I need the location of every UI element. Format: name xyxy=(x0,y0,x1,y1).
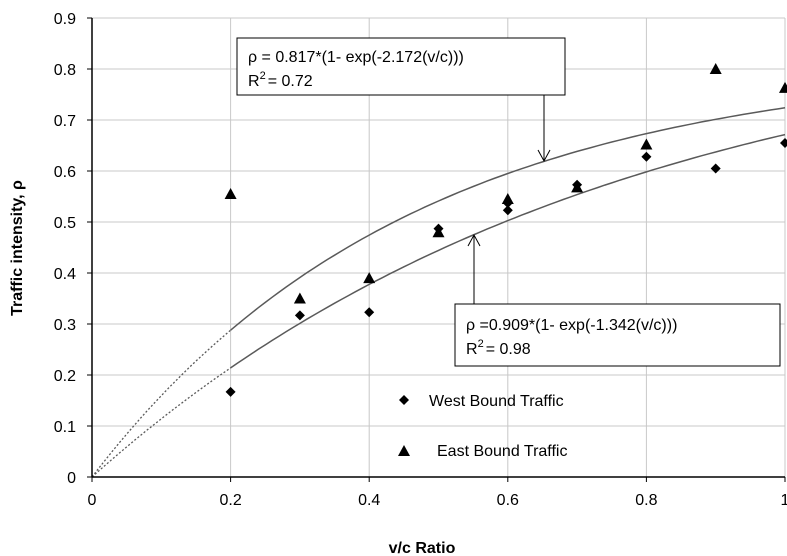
east-bound-point xyxy=(640,138,653,150)
west-bound-point xyxy=(294,310,305,321)
west-bound-point xyxy=(780,137,787,148)
west-bound-point xyxy=(710,163,721,174)
x-tick-label: 0.8 xyxy=(635,492,657,509)
x-axis-title: v/c Ratio xyxy=(389,540,456,556)
west-bound-point xyxy=(641,151,652,162)
west-bound-point xyxy=(502,205,513,216)
fit-1-equation: ρ = 0.817*(1- exp(-2.172(v/c))) xyxy=(248,49,464,66)
data-points xyxy=(224,63,787,397)
fit-annotation-2: ρ =0.909*(1- exp(-1.342(v/c))) R2 = 0.98 xyxy=(454,233,781,367)
legend-west-label: West Bound Traffic xyxy=(429,393,564,410)
y-axis-title: Traffic intensity, ρ xyxy=(9,180,26,316)
east-bound-point xyxy=(571,181,584,193)
fit-annotation-2-box xyxy=(454,303,781,367)
fit-2-r2: R2 = 0.98 xyxy=(466,338,531,358)
y-tick-label: 0.2 xyxy=(54,368,76,385)
y-tick-label: 0.1 xyxy=(54,419,76,436)
east-bound-point xyxy=(501,193,514,205)
x-tick-label: 0.6 xyxy=(497,492,519,509)
fit-curve-1 xyxy=(230,107,786,331)
x-tick-labels: 0 0.2 0.4 0.6 0.8 1 xyxy=(88,477,787,509)
fit-curves xyxy=(91,107,786,478)
east-bound-point xyxy=(432,226,445,238)
legend-east-label: East Bound Traffic xyxy=(437,443,567,460)
east-bound-point xyxy=(293,292,306,304)
x-tick-label: 0.2 xyxy=(219,492,241,509)
fit-curve-2-extrapolated xyxy=(91,367,231,478)
west-bound-point xyxy=(225,386,236,397)
fit-1-arrow-head xyxy=(537,149,551,163)
y-tick-label: 0.7 xyxy=(54,113,76,130)
fit-1-r2: R2 = 0.72 xyxy=(248,70,313,90)
x-tick-label: 0 xyxy=(88,492,97,509)
fit-annotation-1-box xyxy=(236,37,566,96)
y-tick-label: 0.5 xyxy=(54,215,76,232)
fit-2-arrow-head xyxy=(467,233,481,247)
legend: West Bound Traffic East Bound Traffic xyxy=(398,393,567,460)
y-tick-label: 0.4 xyxy=(54,266,76,283)
east-bound-point xyxy=(709,63,722,74)
x-tick-label: 1 xyxy=(781,492,787,509)
fit-curve-2 xyxy=(230,133,786,369)
east-bound-point xyxy=(224,187,237,199)
y-tick-label: 0 xyxy=(67,470,76,487)
axes xyxy=(91,18,785,478)
y-tick-labels: 0 0.1 0.2 0.3 0.4 0.5 0.6 0.7 0.8 0.9 xyxy=(54,11,92,487)
fit-curve-1-extrapolated xyxy=(91,329,232,478)
y-tick-label: 0.3 xyxy=(54,317,76,334)
east-bound-point xyxy=(779,81,787,93)
y-tick-label: 0.6 xyxy=(54,164,76,181)
east-bound-point xyxy=(363,272,376,284)
west-bound-point xyxy=(364,307,375,318)
y-tick-label: 0.8 xyxy=(54,62,76,79)
x-tick-label: 0.4 xyxy=(358,492,380,509)
legend-west-marker xyxy=(399,395,409,405)
fit-annotation-1: ρ = 0.817*(1- exp(-2.172(v/c))) R2 = 0.72 xyxy=(236,37,566,163)
legend-east-marker xyxy=(398,445,410,456)
y-tick-label: 0.9 xyxy=(54,11,76,28)
fit-2-equation: ρ =0.909*(1- exp(-1.342(v/c))) xyxy=(466,317,677,334)
